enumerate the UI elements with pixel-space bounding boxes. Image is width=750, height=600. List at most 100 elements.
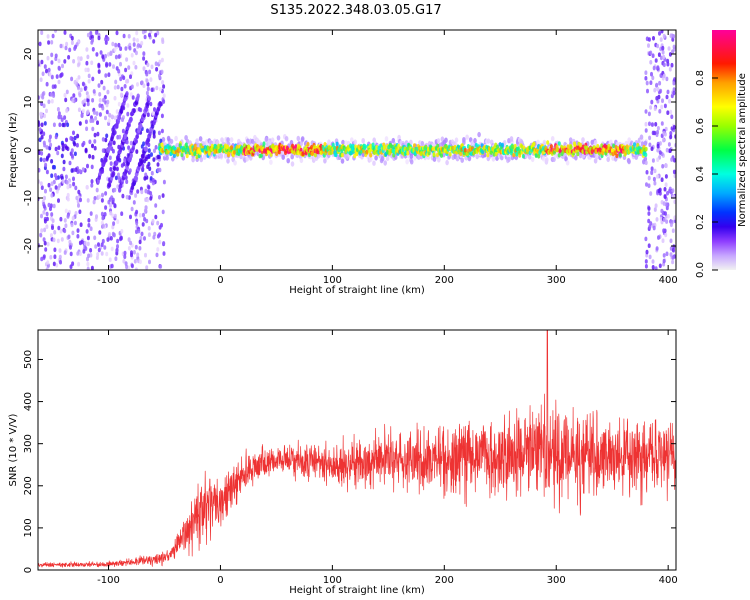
heatmap-cell: [313, 152, 317, 158]
heatmap-cell: [650, 170, 654, 175]
heatmap-cell: [647, 37, 651, 42]
heatmap-cell: [43, 113, 47, 119]
heatmap-cell: [125, 57, 129, 62]
heatmap-cell: [335, 141, 339, 147]
heatmap-cell: [98, 103, 102, 108]
heatmap-cell: [226, 144, 229, 149]
heatmap-cell: [91, 126, 95, 132]
heatmap-cell: [653, 106, 657, 111]
heatmap-cell: [574, 155, 578, 161]
heatmap-cell: [96, 252, 100, 257]
heatmap-cell: [564, 156, 568, 162]
heatmap-cell: [152, 129, 156, 135]
heatmap-cell: [130, 53, 134, 58]
heatmap-cell: [144, 146, 148, 152]
heatmap-cell: [651, 158, 655, 163]
heatmap-cell: [660, 121, 664, 126]
heatmap-cell: [45, 108, 48, 114]
heatmap-cell: [549, 144, 553, 149]
y-tick-label: 500: [23, 350, 34, 369]
heatmap-cell: [134, 65, 138, 70]
heatmap-cell: [66, 192, 70, 198]
heatmap-cell: [42, 103, 46, 109]
heatmap-cell: [454, 137, 459, 143]
heatmap-cell: [656, 43, 660, 49]
heatmap-cell: [132, 108, 136, 114]
heatmap-cell: [127, 237, 131, 242]
heatmap-cell: [136, 82, 139, 87]
heatmap-cell: [45, 81, 49, 87]
heatmap-cell: [618, 152, 622, 158]
heatmap-cell: [101, 137, 105, 142]
heatmap-cell: [86, 101, 90, 107]
heatmap-cell: [148, 259, 151, 265]
heatmap-cell: [144, 156, 148, 162]
heatmap-cell: [68, 160, 72, 166]
heatmap-cell: [89, 226, 93, 231]
heatmap-cell: [672, 169, 676, 175]
heatmap-cell: [91, 154, 95, 160]
heatmap-cell: [46, 241, 50, 247]
heatmap-cell: [615, 153, 619, 159]
heatmap-cell: [226, 158, 230, 164]
heatmap-cell: [78, 251, 82, 256]
heatmap-cell: [657, 188, 661, 194]
heatmap-cell: [139, 123, 143, 129]
heatmap-cell: [43, 121, 47, 126]
heatmap-cell: [125, 165, 129, 171]
heatmap-cell: [150, 87, 154, 93]
heatmap-cell: [239, 153, 243, 160]
heatmap-cell: [83, 98, 87, 104]
heatmap-cell: [664, 163, 668, 168]
heatmap-cell: [73, 141, 77, 147]
heatmap-cell: [481, 149, 485, 155]
heatmap-cell: [109, 161, 113, 166]
heatmap-cell: [644, 236, 648, 242]
heatmap-cell: [86, 261, 90, 267]
heatmap-cell: [644, 128, 648, 133]
heatmap-cell: [45, 169, 49, 175]
heatmap-cell: [158, 73, 161, 79]
heatmap-cell: [54, 185, 58, 190]
heatmap-cell: [90, 183, 94, 188]
heatmap-cell: [149, 77, 153, 82]
y-tick-label: 0: [23, 147, 34, 153]
heatmap-cell: [507, 156, 511, 163]
heatmap-cell: [660, 208, 664, 214]
heatmap-cell: [158, 87, 162, 92]
heatmap-cell: [656, 130, 659, 135]
heatmap-cell: [647, 243, 651, 248]
heatmap-cell: [71, 261, 75, 267]
heatmap-cell: [53, 247, 57, 253]
heatmap-cell: [100, 198, 104, 203]
heatmap-cell: [154, 203, 158, 208]
heatmap-cell: [649, 80, 653, 85]
heatmap-cell: [52, 261, 56, 267]
heatmap-cell: [150, 64, 154, 70]
y-tick-label: 0: [23, 567, 34, 573]
heatmap-cell: [86, 54, 90, 60]
heatmap-cell: [653, 181, 657, 186]
heatmap-cell: [108, 232, 111, 237]
heatmap-cell: [53, 230, 57, 235]
heatmap-cell: [369, 153, 373, 158]
heatmap-cell: [51, 225, 54, 230]
heatmap-cell: [132, 60, 136, 66]
heatmap-cell: [576, 151, 580, 157]
heatmap-cell: [115, 66, 119, 71]
heatmap-cell: [98, 112, 102, 117]
heatmap-cell: [109, 203, 112, 208]
heatmap-cell: [655, 174, 659, 179]
heatmap-cell: [88, 139, 92, 145]
heatmap-cell: [612, 143, 616, 149]
heatmap-cell: [264, 136, 269, 143]
heatmap-cell: [147, 96, 152, 101]
heatmap-cell: [645, 170, 649, 175]
heatmap-cell: [155, 252, 159, 258]
heatmap-cell: [57, 145, 61, 150]
heatmap-cell: [406, 150, 410, 156]
heatmap-cell: [59, 43, 63, 49]
heatmap-cell: [54, 146, 58, 152]
heatmap-cell: [111, 224, 115, 230]
heatmap-cell: [48, 72, 52, 77]
